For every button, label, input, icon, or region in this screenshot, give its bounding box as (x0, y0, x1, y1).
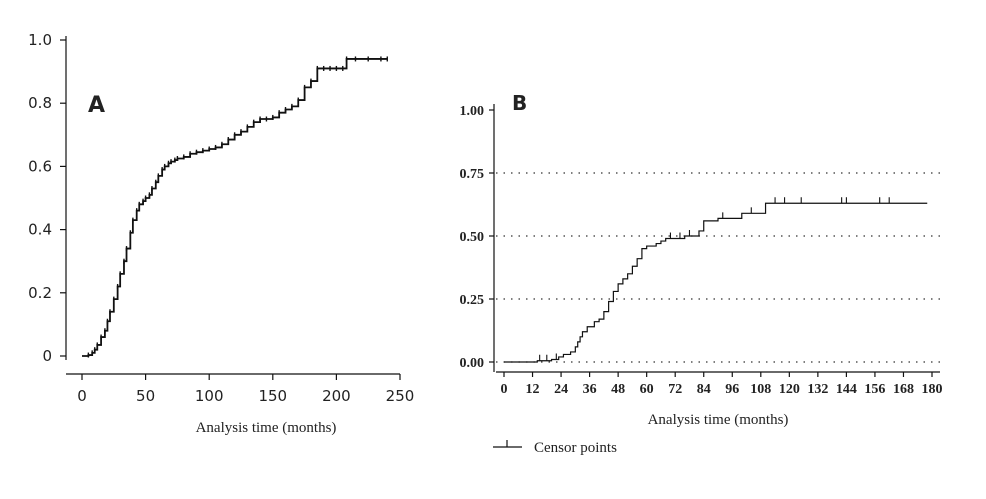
panel-b-x-tick-label: 24 (554, 382, 568, 397)
panel-a-x-axis: 0 50 100 150 200 250 (66, 373, 415, 405)
panel-a-y-tick-label: 0.8 (28, 94, 52, 112)
panel-b-y-tick-label: 1.00 (460, 104, 485, 119)
panel-b-x-tick-label: 48 (611, 382, 625, 397)
panel-a-x-tick-label: 100 (195, 387, 224, 405)
panel-b-x-tick-label: 60 (640, 382, 654, 397)
panel-b-x-tick-label: 120 (779, 382, 800, 397)
panel-a-x-tick-label: 0 (77, 387, 87, 405)
panel-a-x-tick-label: 250 (386, 387, 415, 405)
panel-a-x-tick-label: 150 (258, 387, 287, 405)
panel-b-x-tick-label: 12 (526, 382, 540, 397)
panel-a-y-tick-label: 0.2 (28, 284, 52, 302)
panel-a-y-tick-label: 0 (42, 347, 52, 365)
panel-b-x-tick-label: 96 (725, 382, 739, 397)
panel-a-x-tick-label: 50 (136, 387, 155, 405)
panel-b-x-tick-label: 108 (750, 382, 771, 397)
panel-a-label: A (88, 93, 105, 118)
panel-b-y-tick-label: 0.25 (460, 293, 485, 308)
panel-b-x-tick-label: 144 (836, 382, 857, 397)
panel-b-y-axis: 0.00 0.25 0.50 0.75 1.00 (460, 104, 495, 372)
panel-b-x-tick-label: 72 (668, 382, 682, 397)
panel-a-point-marks (87, 56, 388, 358)
panel-b-x-tick-label: 0 (501, 382, 508, 397)
panel-b-curve (504, 202, 928, 363)
panel-b-legend: Censor points (493, 440, 617, 456)
panel-b-y-tick-label: 0.75 (460, 167, 485, 182)
panel-b-censor-marks (539, 197, 890, 361)
panel-b-gridlines (496, 172, 944, 363)
panel-b-x-tick-label: 168 (893, 382, 914, 397)
panel-b-x-tick-label: 36 (583, 382, 597, 397)
panel-b-y-tick-label: 0.00 (460, 356, 485, 371)
panel-b-y-tick-label: 0.50 (460, 230, 485, 245)
panel-b-x-tick-label: 156 (864, 382, 885, 397)
panel-a-y-tick-label: 1.0 (28, 31, 52, 49)
panel-a-y-tick-label: 0.4 (28, 221, 52, 239)
panel-a-x-tick-label: 200 (322, 387, 351, 405)
panel-a: A 0 50 100 150 200 250 0 0.2 0.4 0.6 0.8 1.0 Analy… (28, 31, 414, 436)
panel-b: B 0 12 24 36 48 60 72 84 96 108 120 132 144 156 168 180… (460, 91, 944, 456)
panel-b-x-tick-label: 180 (922, 382, 943, 397)
panel-b-label: B (512, 91, 527, 115)
panel-b-x-axis: 0 12 24 36 48 60 72 84 96 108 120 132 144 156 168 180 (496, 371, 943, 397)
panel-a-y-tick-label: 0.6 (28, 157, 52, 175)
legend-entry-censor-points: Censor points (534, 440, 617, 456)
panel-b-x-tick-label: 132 (807, 382, 828, 397)
panel-a-curve (82, 58, 388, 357)
panel-a-y-axis: 0 0.2 0.4 0.6 0.8 1.0 (28, 31, 67, 365)
panel-b-x-tick-label: 84 (697, 382, 711, 397)
panel-a-x-axis-label: Analysis time (months) (196, 420, 337, 436)
panel-b-x-axis-label: Analysis time (months) (648, 412, 789, 428)
